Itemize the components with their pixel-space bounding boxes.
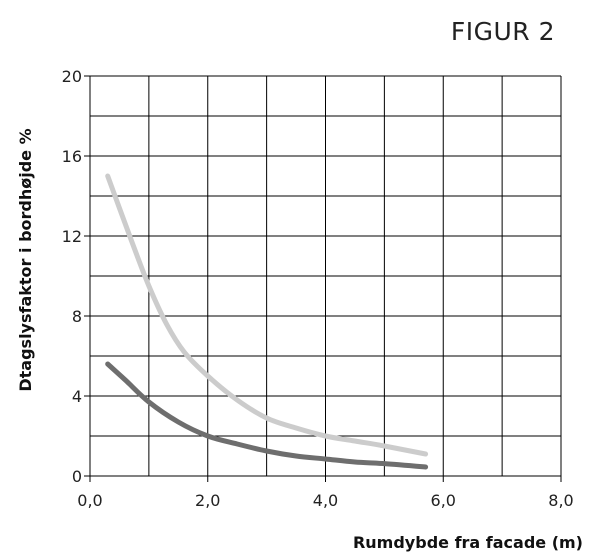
x-tick-label: 6,0 (431, 491, 456, 510)
series-line-2 (105, 361, 429, 470)
series-layer (105, 173, 429, 470)
y-tick-label: 12 (62, 227, 82, 246)
x-tick-label: 8,0 (548, 491, 573, 510)
x-tick-label: 4,0 (313, 491, 338, 510)
series-line-1 (105, 173, 429, 457)
figure-label: FIGUR 2 (451, 17, 555, 46)
y-tick-label: 8 (72, 307, 82, 326)
y-axis-ticks: 0 4 8 12 16 20 (62, 67, 90, 486)
x-tick-label: 2,0 (195, 491, 220, 510)
grid (89, 75, 562, 477)
y-tick-label: 0 (72, 467, 82, 486)
x-tick-label: 0,0 (77, 491, 102, 510)
y-axis-title: Dtagslysfaktor i bordhøjde % (16, 128, 35, 391)
y-tick-label: 20 (62, 67, 82, 86)
y-tick-label: 16 (62, 147, 82, 166)
x-axis-ticks: 0,0 2,0 4,0 6,0 8,0 (77, 476, 574, 510)
y-tick-label: 4 (72, 387, 82, 406)
x-axis-title: Rumdybde fra facade (m) (353, 533, 583, 552)
